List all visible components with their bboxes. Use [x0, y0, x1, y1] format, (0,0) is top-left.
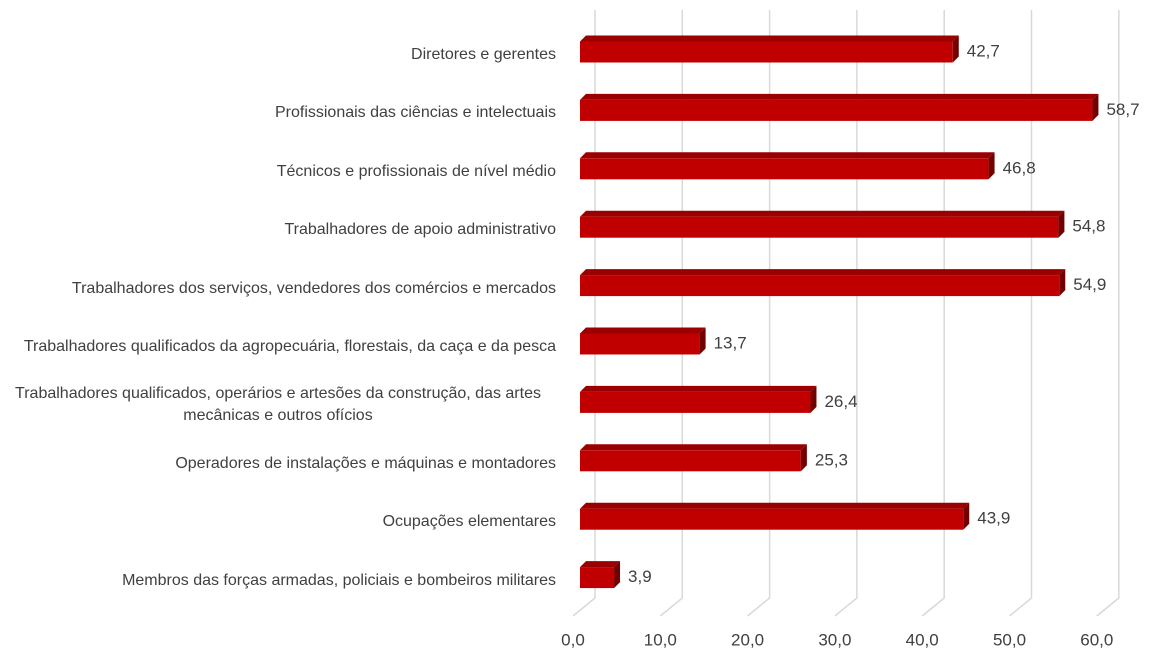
- category-label: Trabalhadores de apoio administrativo: [284, 205, 556, 255]
- category-text: Trabalhadores qualificados, operários e …: [15, 385, 541, 425]
- bar-side: [699, 327, 706, 355]
- category-text: Técnicos e profissionais de nível médio: [276, 162, 556, 180]
- bar: [580, 158, 989, 180]
- bar: [580, 275, 1060, 297]
- bar-top: [580, 210, 1065, 217]
- bar-group: [580, 152, 995, 180]
- bar-side: [800, 444, 807, 472]
- category-text: Trabalhadores dos serviços, vendedores d…: [71, 279, 556, 297]
- data-label: 3,9: [628, 567, 652, 586]
- bar-group: [580, 210, 1065, 238]
- bar-group: [580, 269, 1066, 297]
- x-tick-label: 20,0: [731, 630, 764, 649]
- category-text: Trabalhadores de apoio administrativo: [284, 221, 556, 239]
- bar-side: [1092, 93, 1099, 121]
- bar-top: [580, 327, 706, 334]
- bar-group: [580, 502, 970, 530]
- bar-group: [580, 93, 1099, 121]
- grid-line: [1009, 10, 1033, 617]
- bar-top: [580, 561, 621, 568]
- grid-line: [659, 10, 684, 617]
- bar: [580, 391, 811, 413]
- category-text: Trabalhadores qualificados da agropecuár…: [23, 338, 556, 355]
- bar-side: [1059, 269, 1066, 297]
- bar-group: [580, 561, 621, 589]
- data-label: 13,7: [714, 333, 747, 352]
- bar: [580, 508, 964, 530]
- bar-group: [580, 35, 959, 63]
- bar-side: [810, 385, 817, 413]
- x-tick-label: 60,0: [1080, 630, 1113, 649]
- category-text: Operadores de instalações e máquinas e m…: [175, 454, 556, 472]
- category-text: Diretores e gerentes: [411, 46, 556, 63]
- category-label: Ocupações elementares: [383, 497, 556, 547]
- bar-top: [580, 269, 1066, 276]
- category-text: Membros das forças armadas, policiais e …: [122, 571, 556, 589]
- grid-line: [572, 10, 596, 617]
- grid-line: [921, 10, 945, 617]
- bar: [580, 567, 615, 589]
- grid-line: [1096, 10, 1120, 617]
- bar-side: [963, 502, 970, 530]
- bar-top: [580, 93, 1099, 100]
- category-label: Trabalhadores qualificados da agropecuár…: [24, 322, 556, 372]
- category-label: Diretores e gerentes: [411, 30, 556, 80]
- category-text: Ocupações elementares: [382, 513, 556, 531]
- bar-side: [988, 152, 995, 180]
- bar-top: [580, 385, 817, 392]
- category-label: Trabalhadores qualificados, operários e …: [0, 380, 556, 430]
- data-label: 54,8: [1072, 217, 1105, 236]
- category-text: Profissionais das ciências e intelectuai…: [274, 104, 556, 122]
- category-label: Profissionais das ciências e intelectuai…: [275, 88, 556, 138]
- data-label: 46,8: [1003, 158, 1036, 177]
- data-label: 58,7: [1106, 100, 1139, 119]
- bar: [580, 450, 801, 472]
- bar-group: [580, 327, 706, 355]
- x-tick-label: 40,0: [906, 630, 939, 649]
- data-label: 25,3: [815, 450, 848, 469]
- bar-top: [580, 502, 970, 509]
- category-label: Membros das forças armadas, policiais e …: [122, 556, 556, 606]
- data-label: 54,9: [1073, 275, 1106, 294]
- bar-group: [580, 385, 817, 413]
- grid-line: [747, 10, 771, 617]
- bar: [580, 333, 700, 355]
- bar-group: [580, 444, 807, 472]
- bar: [580, 99, 1093, 121]
- grid-line: [834, 10, 858, 617]
- x-tick-label: 0,0: [561, 630, 585, 649]
- data-label: 26,4: [824, 392, 857, 411]
- category-label: Operadores de instalações e máquinas e m…: [175, 439, 556, 489]
- x-tick-label: 50,0: [993, 630, 1026, 649]
- category-label: Trabalhadores dos serviços, vendedores d…: [72, 264, 556, 314]
- x-tick-label: 30,0: [818, 630, 851, 649]
- bar-top: [580, 444, 807, 451]
- category-label: Técnicos e profissionais de nível médio: [277, 147, 556, 197]
- bar-top: [580, 152, 995, 159]
- x-tick-label: 10,0: [644, 630, 677, 649]
- bar-side: [614, 561, 621, 589]
- bar-top: [580, 35, 959, 42]
- bar-side: [1058, 210, 1065, 238]
- bar: [580, 41, 953, 63]
- data-label: 42,7: [967, 41, 1000, 60]
- bar: [580, 216, 1059, 238]
- data-label: 43,9: [977, 509, 1010, 528]
- bar-side: [952, 35, 959, 63]
